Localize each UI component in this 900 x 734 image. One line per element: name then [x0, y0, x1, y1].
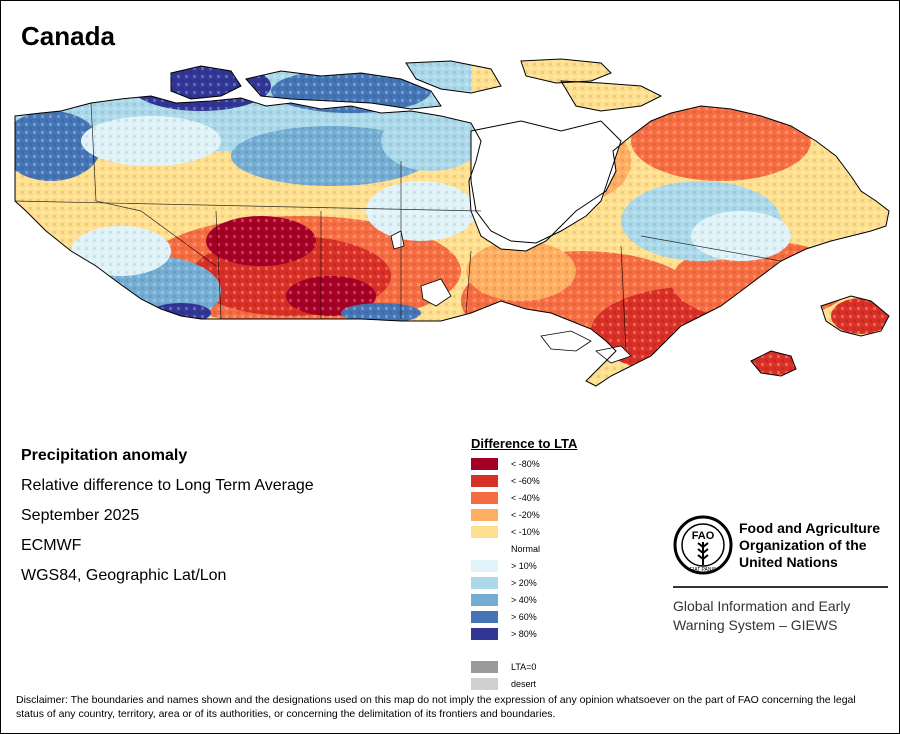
fao-logo-letters: FAO	[692, 530, 715, 542]
legend-item: < -60%	[471, 473, 577, 490]
legend-swatch	[471, 577, 498, 589]
fao-divider	[673, 586, 888, 588]
fao-name: Food and Agriculture Organization of the…	[739, 520, 880, 571]
legend-label: Normal	[511, 544, 541, 554]
legend-swatch	[471, 492, 498, 504]
legend-swatch	[471, 458, 498, 470]
legend-item: < -20%	[471, 507, 577, 524]
legend-title: Difference to LTA	[471, 436, 578, 451]
giews-line2: Warning System – GIEWS	[673, 617, 838, 633]
legend-item: < -80%	[471, 456, 577, 473]
legend-label: > 80%	[511, 629, 537, 639]
legend-item: > 60%	[471, 609, 577, 626]
legend-item: < -10%	[471, 524, 577, 541]
fao-name-line3: United Nations	[739, 554, 838, 570]
legend-swatch	[471, 509, 498, 521]
legend-item: > 20%	[471, 575, 577, 592]
info-line1: Relative difference to Long Term Average	[21, 477, 314, 494]
legend-swatch	[471, 661, 498, 673]
legend-swatch	[471, 678, 498, 690]
legend-label: < -60%	[511, 476, 540, 486]
precipitation-map	[14, 58, 890, 387]
legend-item: < -40%	[471, 490, 577, 507]
legend-swatch	[471, 594, 498, 606]
legend-swatch	[471, 611, 498, 623]
legend-label: > 40%	[511, 595, 537, 605]
legend-spacer	[471, 643, 577, 659]
legend-label: < -10%	[511, 527, 540, 537]
legend-label: > 10%	[511, 561, 537, 571]
giews-line1: Global Information and Early	[673, 598, 851, 614]
legend-label: desert	[511, 679, 537, 689]
legend-swatch	[471, 560, 498, 572]
legend-label: < -20%	[511, 510, 540, 520]
map-title: Canada	[21, 21, 115, 51]
fao-logo-motto: FIAT PANIS	[690, 567, 717, 573]
legend-label: > 60%	[511, 612, 537, 622]
legend-label: > 20%	[511, 578, 537, 588]
legend: Difference to LTA < -80% < -60% < -40% < -2…	[471, 436, 577, 693]
legend-label: LTA=0	[511, 662, 537, 672]
legend-swatch	[471, 526, 498, 538]
legend-item: > 40%	[471, 592, 577, 609]
legend-item: LTA=0	[471, 659, 577, 676]
info-line4: WGS84, Geographic Lat/Lon	[21, 567, 227, 584]
legend-item: Normal	[471, 541, 577, 558]
info-line2: September 2025	[21, 507, 140, 524]
map-info: Precipitation anomaly Relative differenc…	[21, 441, 314, 591]
disclaimer: Disclaimer: The boundaries and names sho…	[16, 694, 856, 720]
legend-swatch	[471, 475, 498, 487]
legend-label: < -80%	[511, 459, 540, 469]
fao-logo-icon: FAO FIAT PANIS	[673, 515, 733, 575]
info-line3: ECMWF	[21, 537, 82, 554]
fao-name-line2: Organization of the	[739, 537, 867, 553]
legend-label: < -40%	[511, 493, 540, 503]
giews-label: Global Information and Early Warning Sys…	[673, 597, 850, 635]
legend-item: > 10%	[471, 558, 577, 575]
legend-item: desert	[471, 676, 577, 693]
legend-item: > 80%	[471, 626, 577, 643]
fao-name-line1: Food and Agriculture	[739, 520, 881, 536]
legend-swatch	[471, 628, 498, 640]
info-heading: Precipitation anomaly	[21, 447, 188, 464]
